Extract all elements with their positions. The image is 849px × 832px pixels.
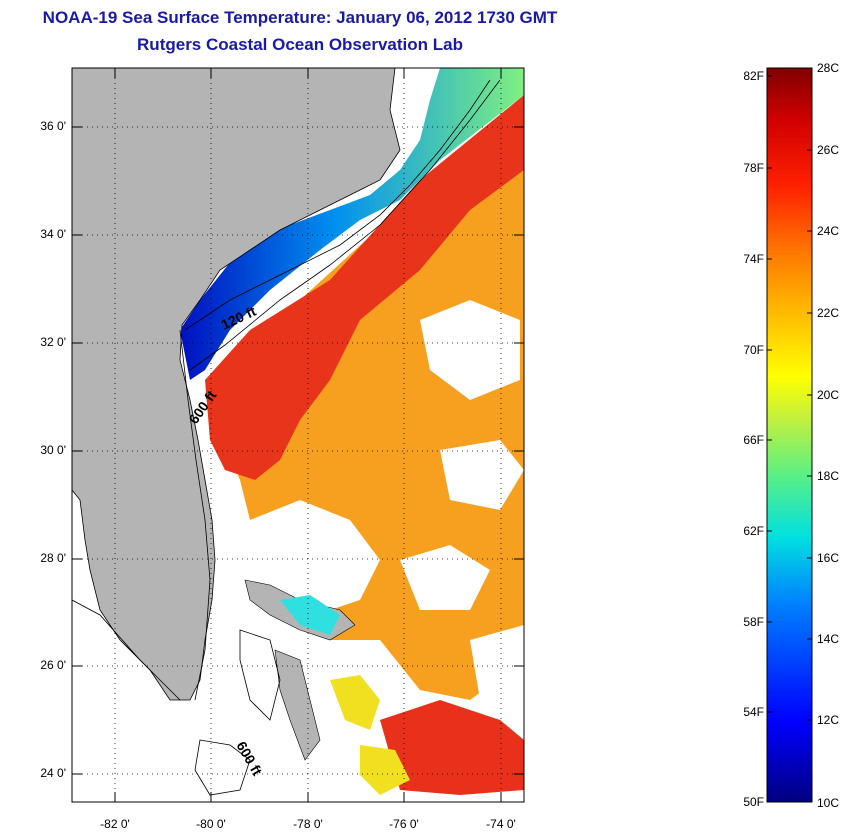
colorbar-f-label: 58F bbox=[743, 615, 764, 629]
colorbar-f-label: 78F bbox=[743, 161, 764, 175]
lon-label-76: -76 0' bbox=[389, 817, 419, 831]
colorbar-c-label: 20C bbox=[817, 388, 840, 402]
cloud-patch bbox=[470, 625, 524, 700]
lat-label-28: 28 0' bbox=[40, 551, 66, 565]
isobath-bahamas bbox=[72, 599, 181, 701]
colorbar-c-label: 24C bbox=[817, 224, 840, 238]
colorbar-c-label: 14C bbox=[817, 632, 840, 646]
colorbar-f-label: 74F bbox=[743, 252, 764, 266]
bahamas-shallow bbox=[330, 675, 380, 730]
map-subtitle: Rutgers Coastal Ocean Observation Lab bbox=[137, 35, 463, 54]
cloud-patch bbox=[440, 440, 524, 510]
lat-label-24: 24 0' bbox=[40, 766, 66, 780]
axis-ticks bbox=[72, 68, 524, 802]
grid-lines bbox=[72, 68, 524, 802]
isobath-120ft bbox=[184, 79, 491, 331]
colorbar-f-label: 66F bbox=[743, 433, 764, 447]
colorbar-f-label: 54F bbox=[743, 705, 764, 719]
isobath-bahamas bbox=[239, 629, 281, 721]
lon-label-82: -82 0' bbox=[100, 817, 130, 831]
lon-label-74: -74 0' bbox=[486, 817, 516, 831]
colorbar-f-label: 62F bbox=[743, 524, 764, 538]
colorbar-c-label: 18C bbox=[817, 469, 840, 483]
isobath-600ft bbox=[189, 79, 501, 371]
colorbar-f-label: 82F bbox=[743, 69, 764, 83]
isobath-600ft-south bbox=[179, 329, 211, 701]
lat-label-36: 36 0' bbox=[40, 119, 66, 133]
colorbar-f-label: 70F bbox=[743, 343, 764, 357]
colorbar-f-label: 50F bbox=[743, 795, 764, 809]
bahamas-shallow bbox=[360, 745, 410, 795]
land-mass bbox=[72, 68, 401, 701]
colorbar-c-label: 26C bbox=[817, 143, 840, 157]
colorbar-c-label: 28C bbox=[817, 61, 840, 75]
colorbar bbox=[766, 67, 813, 803]
cloud-patch bbox=[400, 545, 490, 610]
colorbar-c-label: 10C bbox=[817, 796, 840, 810]
warm-patch-south bbox=[380, 700, 524, 795]
lon-label-78: -78 0' bbox=[293, 817, 323, 831]
colorbar-c-label: 16C bbox=[817, 551, 840, 565]
gulf-stream bbox=[205, 95, 524, 480]
cloud-patch bbox=[250, 500, 380, 620]
lat-label-30: 30 0' bbox=[40, 443, 66, 457]
lat-label-26: 26 0' bbox=[40, 658, 66, 672]
lat-label-34: 34 0' bbox=[40, 227, 66, 241]
map-frame bbox=[71, 67, 525, 803]
colorbar-ticks bbox=[767, 67, 812, 721]
colorbar-c-label: 22C bbox=[817, 306, 840, 320]
map-title: NOAA-19 Sea Surface Temperature: January… bbox=[42, 8, 558, 27]
bahamas-island bbox=[274, 649, 321, 761]
map-area bbox=[72, 68, 524, 802]
lon-label-80: -80 0' bbox=[196, 817, 226, 831]
isobath-bahamas bbox=[194, 739, 251, 796]
colorbar-c-label: 12C bbox=[817, 713, 840, 727]
bahamas-shallow bbox=[280, 595, 340, 635]
cold-shelf-water bbox=[180, 68, 524, 380]
lat-label-32: 32 0' bbox=[40, 335, 66, 349]
cloud-patch bbox=[420, 300, 520, 400]
